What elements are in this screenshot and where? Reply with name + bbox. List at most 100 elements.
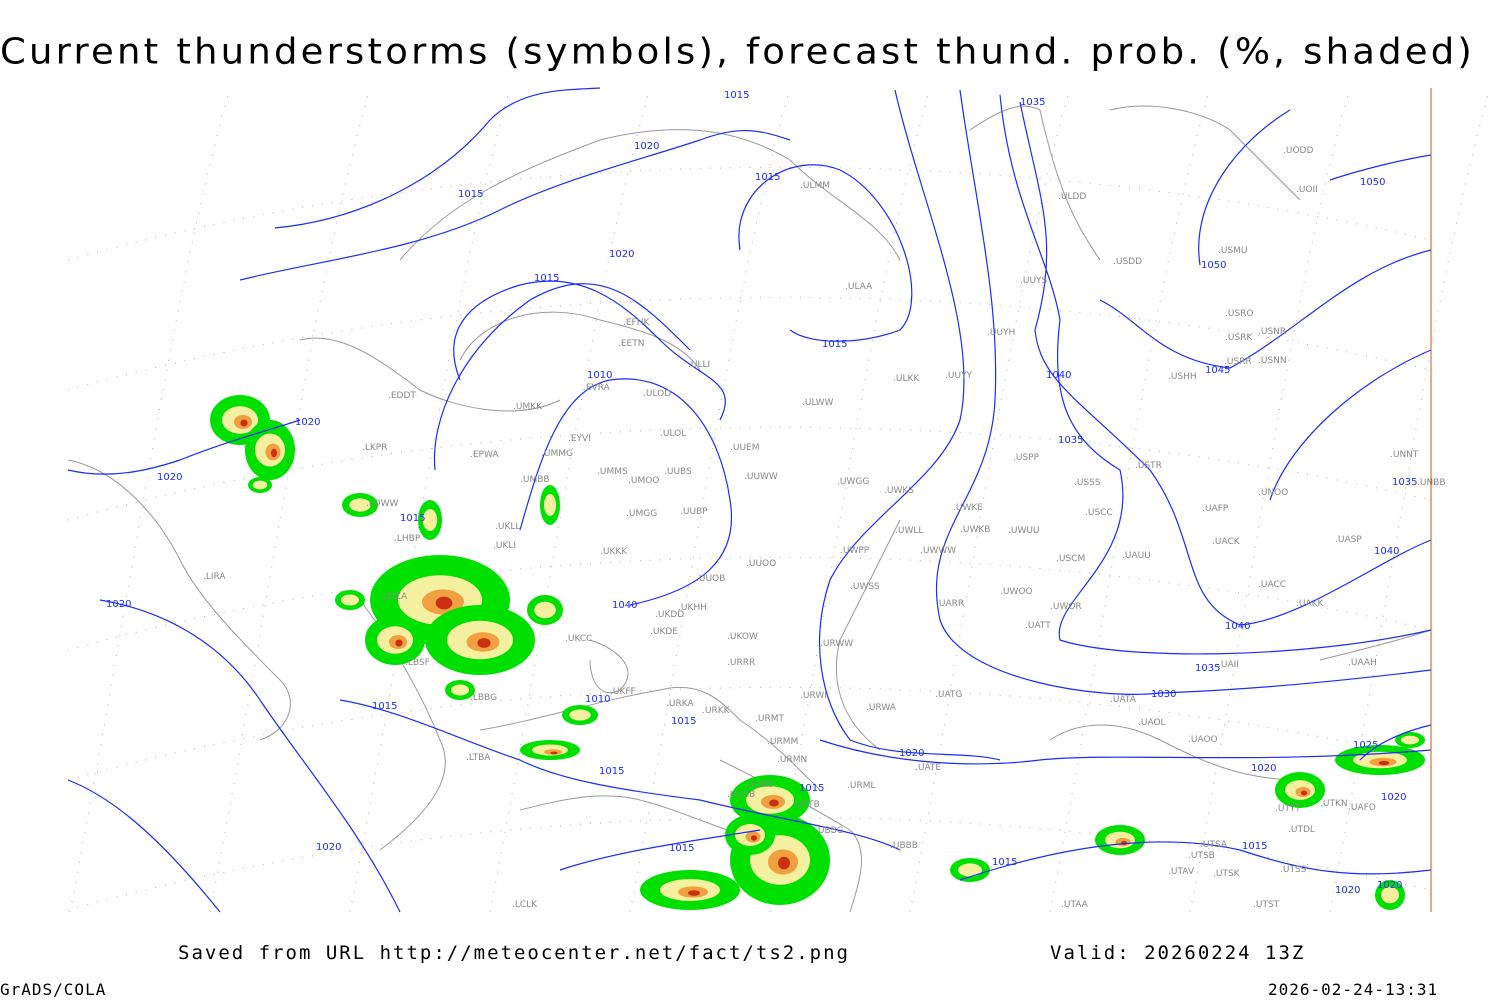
coastline: [299, 337, 561, 412]
station-label-urml: .URML: [847, 781, 875, 791]
isobar-label: 1015: [822, 339, 847, 350]
station-label-uaii: .UAII: [1218, 660, 1239, 670]
coastline: [67, 459, 291, 741]
isobar-label: 1015: [669, 843, 694, 854]
isobar-label: 1020: [1381, 792, 1406, 803]
isobar-line: [1269, 349, 1432, 501]
station-label-ushh: .USHH: [1168, 372, 1197, 382]
station-label-uatg: .UATG: [935, 690, 962, 700]
prob-area-mid: [958, 863, 982, 877]
station-label-ukhh: .UKHH: [678, 603, 707, 613]
station-label-uwke: .UWKE: [953, 503, 983, 513]
station-label-uuww: .UUWW: [744, 472, 778, 482]
station-label-lkpr: .LKPR: [362, 443, 387, 453]
station-label-uoii: .UOII: [1296, 185, 1318, 195]
station-label-urmm: .URMM: [767, 737, 798, 747]
station-label-eddt: .EDDT: [388, 391, 416, 401]
parallel: [67, 296, 1432, 391]
station-label-uwoo: .UWOO: [1000, 587, 1033, 597]
station-label-uwor: .UWOR: [1050, 602, 1082, 612]
isobar-label: 1015: [400, 513, 425, 524]
station-label-uacc: .UACC: [1258, 580, 1286, 590]
parallel: [67, 686, 1432, 781]
coastline: [835, 519, 901, 751]
station-label-urwa: .URWA: [866, 703, 897, 713]
isobar-label: 1035: [1195, 663, 1220, 674]
isobar-label: 1020: [634, 141, 659, 152]
isobar-label: 1025: [1353, 740, 1378, 751]
station-label-ukdd: .UKDD: [655, 610, 684, 620]
station-label-ltba: .LTBA: [466, 753, 491, 763]
valid-time: Valid: 20260224 13Z: [1050, 942, 1306, 964]
station-label-utav: .UTAV: [1168, 867, 1195, 877]
station-label-uubp: .UUBP: [680, 507, 708, 517]
station-label-ugsb: .UGSB: [727, 790, 755, 800]
isobar-line: [935, 89, 1432, 695]
coastline: [1319, 629, 1432, 661]
station-label-urwi: .URWI: [800, 691, 827, 701]
isobar-label: 1035: [1058, 435, 1083, 446]
isobar-line: [519, 378, 732, 606]
meridian: [69, 87, 231, 913]
station-label-uasp: .UASP: [1335, 535, 1362, 545]
station-label-ubbg: .UBBG: [815, 826, 844, 836]
isobar-line: [1019, 101, 1432, 626]
prob-area-max: [395, 639, 403, 647]
station-label-umgg: .UMGG: [626, 509, 657, 519]
station-label-usrr: .USRR: [1224, 357, 1252, 367]
station-label-utsa: .UTSA: [1200, 840, 1228, 850]
prob-area-max: [778, 856, 790, 870]
station-label-uuob: .UUOB: [696, 574, 725, 584]
isobar-line: [67, 779, 221, 913]
station-label-urww: .URWW: [820, 639, 853, 649]
isobar-label: 1015: [799, 783, 824, 794]
station-label-uafo: .UAFO: [1348, 803, 1376, 813]
isobar-line: [453, 280, 726, 421]
station-label-usmu: .USMU: [1218, 246, 1248, 256]
isobar-label: 1035: [1020, 97, 1045, 108]
station-label-usdd: .USDD: [1113, 257, 1142, 267]
coastline: [459, 311, 701, 371]
station-label-uwpp: .UWPP: [840, 546, 870, 556]
isobar-line: [999, 94, 1432, 655]
coastline: [1109, 105, 1301, 201]
station-label-utsk: .UTSK: [1213, 869, 1241, 879]
station-label-usrk: .USRK: [1225, 333, 1253, 343]
station-label-evra: .EVRA: [583, 383, 611, 393]
isobar-line: [738, 164, 913, 342]
isobar-label: 1030: [1151, 689, 1176, 700]
isobar-label: 1035: [1392, 477, 1417, 488]
station-label-uatt: .UATT: [1025, 621, 1051, 631]
station-label-uttt: .UTTT: [1275, 804, 1301, 814]
prob-area-max: [240, 419, 248, 427]
station-label-uuoo: .UUOO: [746, 559, 776, 569]
station-label-utst: .UTST: [1253, 900, 1280, 910]
parallel: [67, 426, 1432, 521]
station-label-ummg: .UMMG: [541, 449, 573, 459]
prob-area-max: [1301, 790, 1307, 796]
prob-area-max: [688, 890, 700, 896]
station-label-uwll: .UWLL: [895, 526, 923, 536]
station-label-uscm: .USCM: [1056, 554, 1085, 564]
prob-area-mid: [422, 509, 438, 531]
station-label-uaah: .UAAH: [1348, 658, 1377, 668]
isobar-label: 1015: [992, 857, 1017, 868]
map-title: Current thunderstorms (symbols), forecas…: [0, 31, 1476, 72]
station-label-ukkk: .UKKK: [600, 547, 628, 557]
station-label-eyvi: .EYVI: [568, 434, 591, 444]
station-label-unoo: .UNOO: [1258, 488, 1288, 498]
station-label-uwkb: .UWKB: [960, 525, 990, 535]
station-label-ukff: .UKFF: [610, 687, 636, 697]
station-label-umms: .UMMS: [597, 467, 628, 477]
station-label-uarr: .UARR: [936, 599, 964, 609]
source-url: Saved from URL http://meteocenter.net/fa…: [178, 942, 850, 964]
station-label-uwgg: .UWGG: [837, 477, 869, 487]
station-label-utdl: .UTDL: [1288, 825, 1315, 835]
isobar-line: [1359, 724, 1432, 761]
station-label-ugtb: .UGTB: [792, 800, 820, 810]
station-label-umkk: .UMKK: [513, 402, 543, 412]
isobar-label: 1020: [106, 599, 131, 610]
station-label-lhbp: .LHBP: [394, 534, 421, 544]
isobar-label: 1040: [1225, 621, 1250, 632]
